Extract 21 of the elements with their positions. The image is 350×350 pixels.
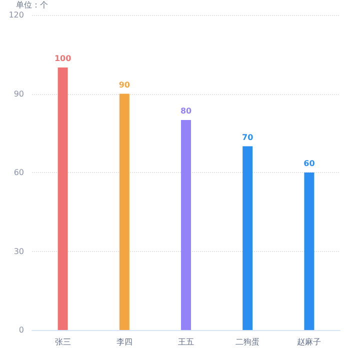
data-label: 70 (242, 132, 254, 142)
x-tick-label: 李四 (116, 338, 132, 346)
y-tick-label: 30 (14, 246, 24, 256)
data-label: 90 (118, 80, 130, 90)
bar (181, 120, 191, 330)
bar (119, 94, 130, 330)
y-axis-title: 单位：个 (16, 0, 48, 10)
x-tick-label: 张三 (54, 338, 71, 346)
y-tick-label: 60 (14, 168, 24, 177)
x-tick-label: 二狗蛋 (236, 338, 260, 346)
y-tick-label: 120 (8, 10, 24, 20)
x-tick-label: 王五 (178, 338, 194, 346)
data-label: 100 (54, 54, 72, 63)
bar (58, 68, 68, 330)
bar (304, 172, 314, 330)
data-label: 80 (180, 106, 192, 116)
data-label: 60 (304, 159, 316, 168)
x-tick-label: 赵麻子 (297, 338, 322, 346)
bar (242, 146, 253, 330)
y-tick-label: 0 (18, 326, 24, 334)
y-tick-label: 90 (14, 89, 24, 98)
